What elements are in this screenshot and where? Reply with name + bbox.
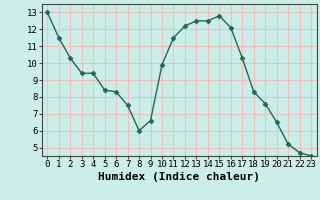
X-axis label: Humidex (Indice chaleur): Humidex (Indice chaleur) <box>98 172 260 182</box>
